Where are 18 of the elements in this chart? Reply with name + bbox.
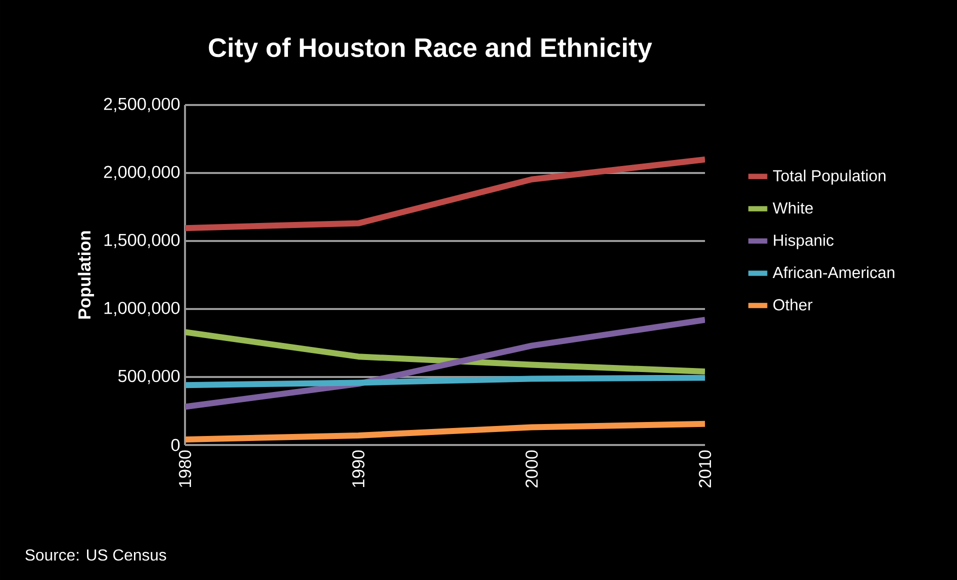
y-tick-label: 2,500,000 — [104, 98, 180, 112]
y-tick-label: 0 — [171, 438, 180, 452]
chart-title: City of Houston Race and Ethnicity — [208, 38, 652, 62]
y-tick-label: 1,500,000 — [104, 234, 180, 248]
legend-label: White — [772, 202, 813, 214]
source-note: Source: US Census — [25, 549, 166, 561]
x-tick-label: 2010 — [698, 450, 712, 488]
legend-label: Other — [773, 298, 812, 310]
y-tick-label: 1,000,000 — [104, 302, 180, 316]
legend-label: Hispanic — [774, 234, 834, 250]
legend-label: Total Population — [772, 170, 886, 185]
x-tick-label: 1990 — [352, 450, 364, 487]
y-tick-label: 500,000 — [118, 370, 180, 384]
x-tick-label: 1980 — [178, 450, 192, 487]
x-tick-label: 2000 — [526, 450, 538, 488]
y-tick-label: 2,000,000 — [104, 166, 180, 180]
y-axis-title: Population — [78, 231, 94, 319]
legend-label: African-American — [772, 266, 894, 278]
